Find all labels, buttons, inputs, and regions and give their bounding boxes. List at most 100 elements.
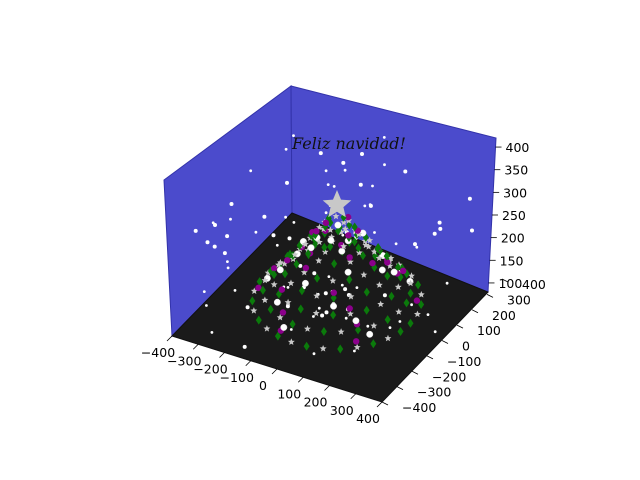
x-tick-mark [192, 343, 199, 350]
snow-point [275, 243, 279, 247]
grey-star-point [370, 322, 378, 329]
grey-star-point [362, 241, 370, 249]
grey-star-point [250, 287, 258, 294]
snow-point [394, 242, 398, 246]
grey-star-point [263, 325, 271, 332]
y-tick-label: −200 [432, 369, 466, 384]
snow-point [284, 215, 287, 219]
grey-star-point [313, 292, 321, 299]
snow-point [318, 151, 323, 156]
green-diamond-point [363, 305, 370, 315]
grey-star-point [353, 343, 361, 351]
green-diamond-point [383, 251, 390, 261]
green-diamond-point [271, 270, 278, 280]
y-tick-mark [441, 340, 449, 344]
grey-star-point [360, 271, 368, 278]
purple-ornament-point [399, 267, 407, 275]
snow-point [285, 304, 290, 309]
green-diamond-point [337, 344, 344, 354]
y-tick-mark [456, 324, 464, 329]
grey-star-point [366, 236, 374, 244]
grey-star-point [395, 308, 403, 315]
green-diamond-point [335, 226, 342, 236]
x-tick-label: −400 [141, 345, 175, 360]
purple-ornament-point [346, 305, 353, 312]
grey-star-point [304, 325, 311, 332]
snow-point [205, 240, 210, 245]
white-ornament-point [280, 323, 288, 331]
x-tick-label: 200 [304, 395, 328, 410]
green-diamond-point [330, 293, 337, 303]
grey-star-point [300, 268, 308, 276]
green-diamond-point [303, 341, 310, 351]
snow-point [229, 217, 232, 221]
grey-star-point [291, 251, 299, 258]
snow-point [205, 304, 208, 307]
green-diamond-point [320, 327, 327, 337]
snow-point [193, 228, 198, 233]
green-diamond-point [372, 251, 379, 261]
green-diamond-point [388, 291, 395, 301]
grey-star-point [281, 260, 289, 267]
snow-point [298, 263, 303, 268]
green-diamond-point [249, 296, 256, 306]
green-diamond-point [305, 249, 312, 259]
grey-star-point [370, 248, 378, 255]
green-diamond-point [297, 304, 304, 314]
green-diamond-point [274, 331, 281, 341]
x-tick-mark [376, 401, 383, 408]
purple-ornament-point [344, 213, 352, 221]
snow-point [445, 281, 449, 285]
snow-point [415, 245, 419, 249]
grey-star-point [386, 262, 394, 269]
green-diamond-point [256, 277, 263, 287]
grey-star-point [275, 261, 282, 268]
snow-point [324, 310, 329, 315]
x-tick-label: −300 [167, 353, 201, 368]
purple-ornament-point [284, 257, 291, 264]
green-diamond-point [355, 325, 362, 335]
x-tick-label: 100 [277, 386, 301, 401]
white-ornament-point [344, 268, 352, 276]
y-tick-label: −300 [417, 385, 451, 400]
snow-point [332, 185, 336, 188]
snow-point [262, 214, 267, 219]
green-diamond-point [286, 249, 293, 259]
green-diamond-point [384, 315, 391, 325]
grey-star-point [375, 254, 383, 262]
green-diamond-point [327, 242, 334, 252]
grey-star-point [261, 276, 269, 284]
grey-star-point [417, 291, 425, 298]
green-diamond-point [407, 288, 414, 298]
grey-star-point [340, 242, 348, 250]
y-tick-mark [471, 309, 479, 314]
y-tick-label: −100 [447, 354, 481, 369]
snow-point [371, 184, 374, 188]
green-diamond-point [298, 286, 305, 296]
green-diamond-point [267, 304, 274, 314]
grey-star-point [341, 225, 349, 232]
grey-star-point [261, 296, 269, 303]
x-tick-label: −200 [193, 362, 227, 377]
snow-point [343, 168, 347, 172]
tree-points [249, 190, 425, 354]
grey-star-point [355, 249, 363, 256]
snow-point [242, 344, 247, 349]
snow-point [432, 231, 437, 236]
purple-ornament-point [313, 227, 320, 235]
white-ornament-point [390, 268, 398, 276]
grey-star-point [270, 281, 278, 288]
grey-star-point [407, 279, 414, 287]
grey-star-point [340, 218, 348, 226]
snow-point [341, 233, 345, 237]
grey-star-point [361, 237, 369, 244]
z-tick-label: 200 [501, 231, 525, 246]
grey-star-point [347, 310, 354, 317]
purple-ornament-point [369, 259, 376, 267]
snow-point [226, 266, 230, 270]
snow-point [353, 349, 356, 353]
floor-pane [171, 212, 489, 403]
tree-top-star [322, 190, 352, 218]
z-tick-label: 150 [500, 253, 524, 268]
